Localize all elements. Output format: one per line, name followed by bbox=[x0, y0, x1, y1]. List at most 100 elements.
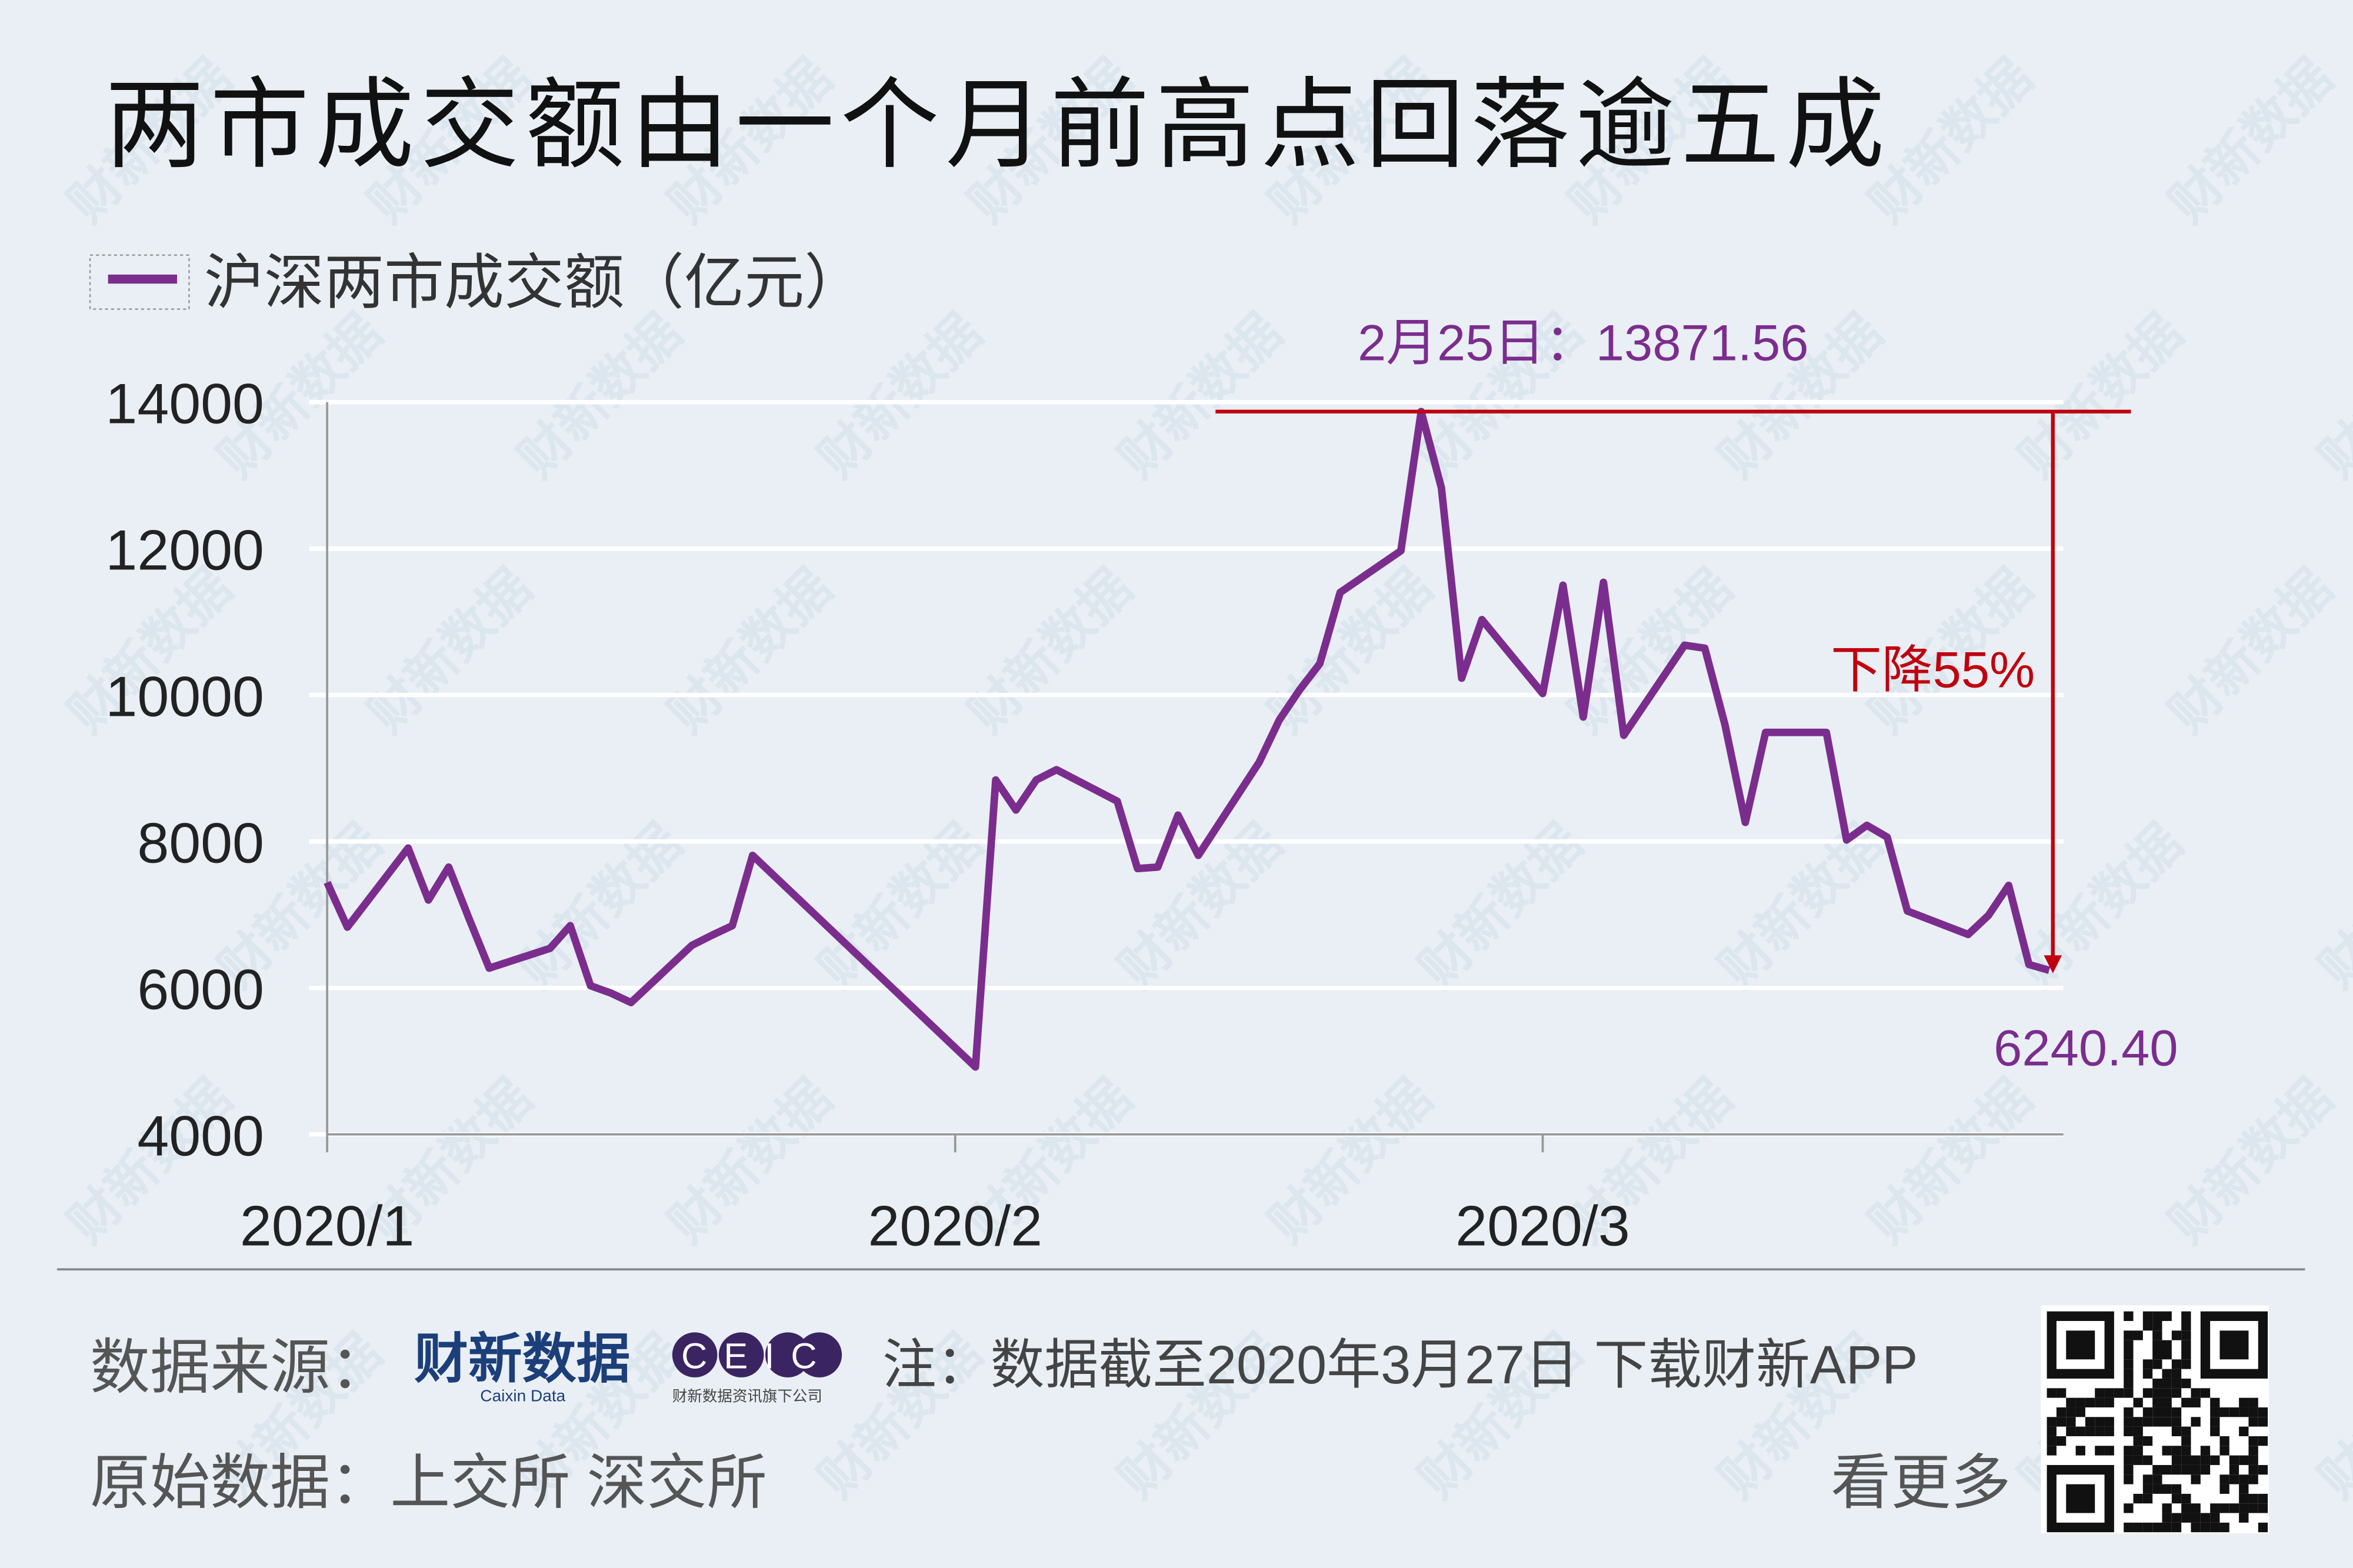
qr-module bbox=[2219, 1474, 2229, 1484]
qr-module bbox=[2229, 1407, 2239, 1417]
qr-module bbox=[2056, 1407, 2067, 1417]
qr-module bbox=[2124, 1464, 2134, 1475]
qr-module bbox=[2239, 1513, 2249, 1523]
qr-module bbox=[2075, 1446, 2085, 1456]
qr-module bbox=[2152, 1407, 2162, 1417]
qr-module bbox=[2047, 1436, 2057, 1446]
qr-module bbox=[2152, 1378, 2162, 1389]
qr-module bbox=[2171, 1378, 2182, 1389]
qr-module bbox=[2191, 1397, 2201, 1407]
y-tick-label: 6000 bbox=[137, 957, 264, 1021]
qr-module bbox=[2200, 1446, 2211, 1456]
qr-module bbox=[2258, 1493, 2268, 1504]
qr-module bbox=[2171, 1369, 2182, 1379]
plot-area: 4000 6000 8000 10000 12000 14000 2020/1 2020/2 2… bbox=[105, 314, 2178, 1257]
qr-module bbox=[2152, 1484, 2162, 1494]
qr-module bbox=[2085, 1397, 2095, 1407]
qr-module bbox=[2047, 1446, 2057, 1456]
qr-module bbox=[2191, 1474, 2201, 1484]
qr-module bbox=[2181, 1397, 2191, 1407]
qr-finder bbox=[2066, 1484, 2095, 1513]
qr-module bbox=[2133, 1522, 2143, 1533]
qr-module bbox=[2171, 1484, 2182, 1494]
ceic-logo bbox=[672, 1332, 842, 1377]
qr-module bbox=[2248, 1455, 2258, 1465]
qr-finder bbox=[2066, 1330, 2095, 1360]
qr-module bbox=[2075, 1426, 2085, 1436]
qr-module bbox=[2124, 1503, 2134, 1513]
qr-module bbox=[2162, 1417, 2172, 1427]
qr-module bbox=[2142, 1474, 2153, 1484]
qr-module bbox=[2181, 1464, 2191, 1475]
qr-module bbox=[2181, 1455, 2191, 1465]
qr-module bbox=[2200, 1522, 2211, 1533]
qr-module bbox=[2075, 1407, 2085, 1417]
qr-module bbox=[2239, 1397, 2249, 1407]
qr-module bbox=[2181, 1436, 2191, 1446]
qr-module bbox=[2171, 1330, 2182, 1340]
qr-module bbox=[2124, 1369, 2134, 1379]
qr-module bbox=[2219, 1446, 2229, 1456]
qr-module bbox=[2104, 1388, 2114, 1398]
qr-module bbox=[2181, 1378, 2191, 1389]
qr-module bbox=[2085, 1417, 2095, 1427]
qr-module bbox=[2104, 1426, 2114, 1436]
qr-module bbox=[2056, 1417, 2067, 1427]
qr-module bbox=[2162, 1407, 2172, 1417]
qr-module bbox=[2210, 1397, 2220, 1407]
qr-module bbox=[2124, 1474, 2134, 1484]
qr-module bbox=[2181, 1493, 2191, 1504]
legend-label: 沪深两市成交额（亿元） bbox=[204, 249, 864, 316]
x-tick-label: 2020/3 bbox=[1455, 1193, 1629, 1257]
qr-module bbox=[2239, 1407, 2249, 1417]
qr-module bbox=[2124, 1455, 2134, 1465]
qr-module bbox=[2210, 1503, 2220, 1513]
qr-module bbox=[2210, 1417, 2220, 1427]
qr-module bbox=[2162, 1446, 2172, 1456]
qr-module bbox=[2142, 1417, 2153, 1427]
qr-module bbox=[2181, 1426, 2191, 1436]
qr-module bbox=[2171, 1359, 2182, 1369]
qr-module bbox=[2152, 1330, 2162, 1340]
qr-module bbox=[2258, 1407, 2268, 1417]
ceic-dot bbox=[672, 1332, 718, 1377]
qr-module bbox=[2047, 1426, 2057, 1436]
qr-module bbox=[2248, 1464, 2258, 1475]
logo-sub: Caixin Data bbox=[480, 1387, 565, 1405]
qr-module bbox=[2229, 1503, 2239, 1513]
qr-module bbox=[2142, 1484, 2153, 1494]
qr-module bbox=[2095, 1426, 2105, 1436]
legend-box bbox=[89, 254, 190, 310]
qr-module bbox=[2248, 1417, 2258, 1427]
data-line bbox=[324, 408, 2051, 1071]
qr-module bbox=[2124, 1522, 2134, 1533]
qr-module bbox=[2162, 1388, 2172, 1398]
qr-module bbox=[2200, 1513, 2211, 1523]
last-label: 6240.40 bbox=[1994, 1019, 2178, 1076]
qr-module bbox=[2171, 1513, 2182, 1523]
qr-module bbox=[2191, 1464, 2201, 1475]
note: 注：数据截至2020年3月27日 下载财新APP bbox=[882, 1335, 1918, 1395]
qr-module bbox=[2124, 1426, 2134, 1436]
qr-module bbox=[2181, 1446, 2191, 1456]
qr-module bbox=[2239, 1426, 2249, 1436]
qr-module bbox=[2124, 1340, 2134, 1350]
qr-module bbox=[2171, 1522, 2182, 1533]
qr-module bbox=[2133, 1446, 2143, 1456]
qr-module bbox=[2104, 1446, 2114, 1456]
qr-module bbox=[2258, 1522, 2268, 1533]
qr-finder bbox=[2219, 1330, 2249, 1360]
y-tick-label: 10000 bbox=[105, 664, 264, 728]
qr-module bbox=[2056, 1436, 2067, 1446]
chart-title: 两市成交额由一个月前高点回落逾五成 bbox=[105, 70, 1891, 181]
qr-module bbox=[2075, 1397, 2085, 1407]
qr-module bbox=[2210, 1522, 2220, 1533]
qr-module bbox=[2162, 1522, 2172, 1533]
qr-module bbox=[2239, 1493, 2249, 1504]
qr-module bbox=[2239, 1484, 2249, 1494]
qr-module bbox=[2066, 1407, 2076, 1417]
qr-module bbox=[2133, 1330, 2143, 1340]
